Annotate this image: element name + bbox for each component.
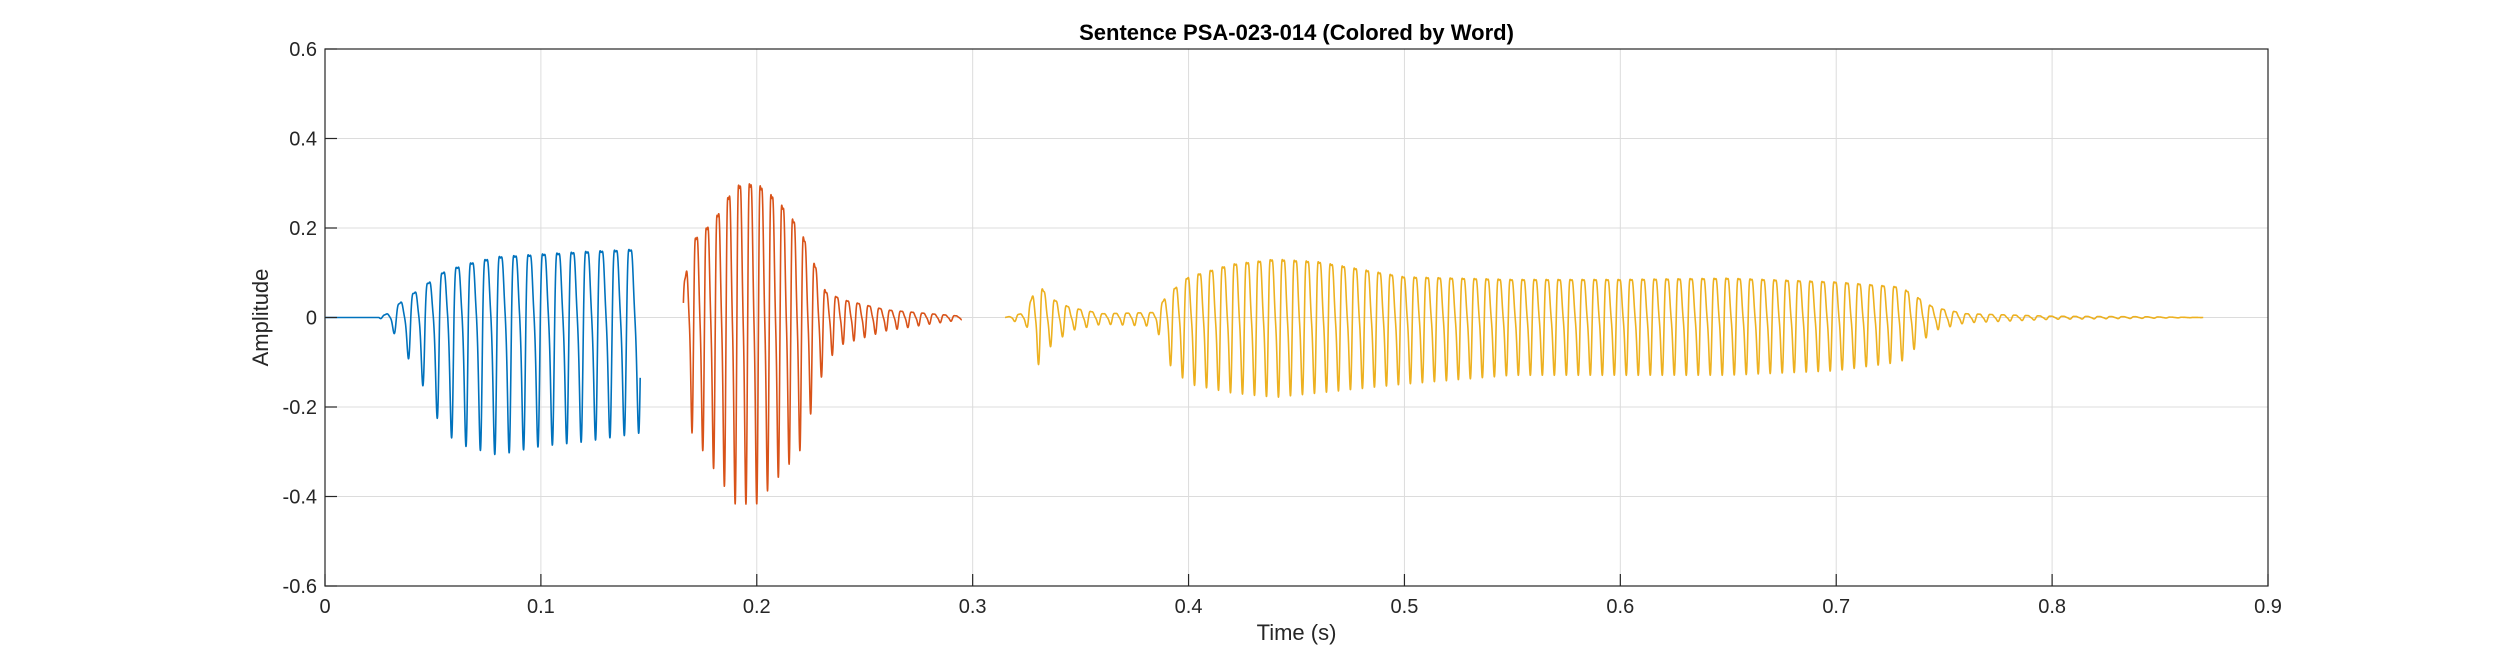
y-axis-ticks: -0.6 -0.4 -0.2 0 0.2 0.4 0.6	[283, 39, 337, 598]
series-line-3	[1004, 258, 2204, 398]
x-axis-ticks: 0 0.1 0.2 0.3 0.4 0.5 0.6 0.7 0.8 0.9	[319, 574, 2282, 618]
x-tick-label: 0.6	[1606, 596, 1634, 618]
y-tick-label: 0.6	[289, 39, 317, 61]
y-tick-label: 0.4	[289, 129, 317, 151]
x-tick-label: 0.5	[1391, 596, 1419, 618]
series-layer	[324, 183, 2204, 505]
y-tick-label: -0.2	[283, 397, 317, 419]
y-tick-label: 0	[306, 308, 317, 330]
x-tick-label: 0.9	[2254, 596, 2282, 618]
x-tick-label: 0.4	[1175, 596, 1203, 618]
x-tick-label: 0.1	[527, 596, 555, 618]
x-tick-label: 0.2	[743, 596, 771, 618]
series-line-2	[682, 183, 963, 505]
x-tick-label: 0.7	[1822, 596, 1850, 618]
y-tick-label: 0.2	[289, 218, 317, 240]
chart-title: Sentence PSA-023-014 (Colored by Word)	[1079, 20, 1514, 45]
x-tick-label: 0	[319, 596, 330, 618]
y-axis-title: Amplitude	[248, 269, 273, 367]
x-tick-label: 0.8	[2038, 596, 2066, 618]
y-tick-label: -0.6	[283, 576, 317, 598]
y-tick-label: -0.4	[283, 487, 317, 509]
x-tick-label: 0.3	[959, 596, 987, 618]
x-axis-title: Time (s)	[1257, 620, 1337, 645]
series-line-1	[324, 248, 641, 456]
